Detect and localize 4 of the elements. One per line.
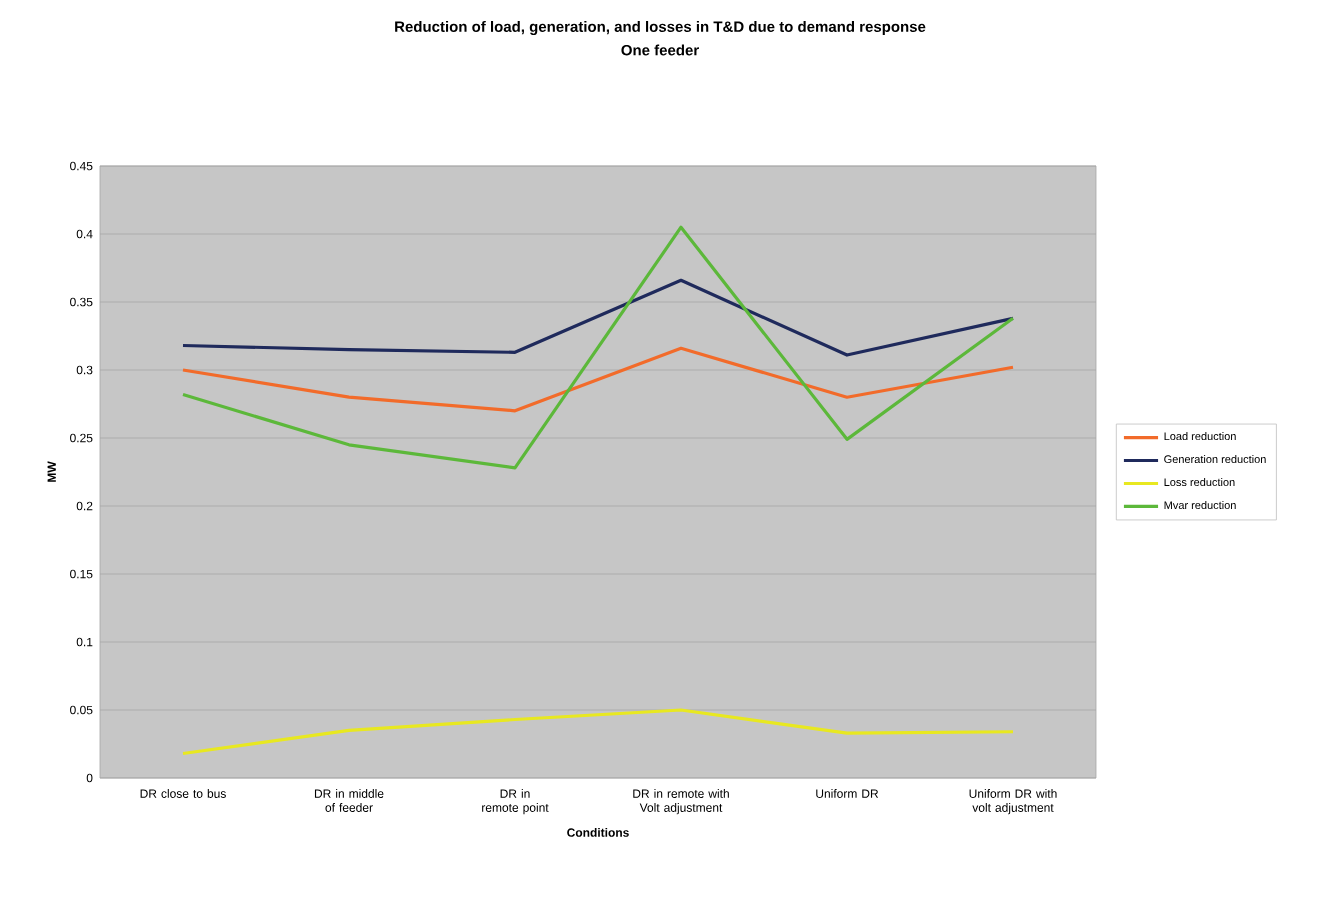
line-series (181, 225, 1015, 470)
line-series (181, 346, 1015, 413)
line-series (181, 708, 1015, 756)
line-series (181, 278, 1015, 357)
